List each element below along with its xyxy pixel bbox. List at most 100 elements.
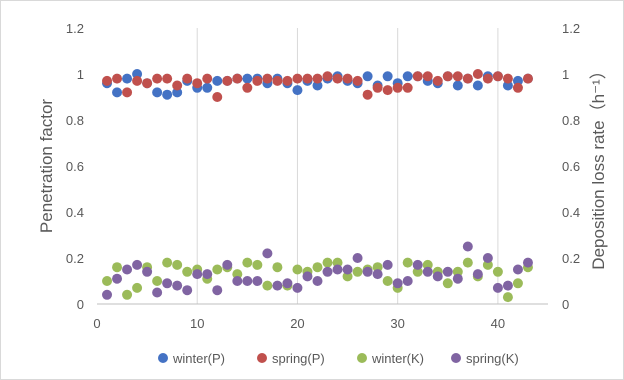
point-winter-p [502, 80, 513, 91]
point-spring-p [332, 73, 343, 84]
point-winter-p [172, 87, 183, 98]
point-winter-k [122, 289, 133, 300]
point-spring-p [322, 71, 333, 82]
point-winter-k [422, 259, 433, 270]
point-spring-p [392, 82, 403, 93]
point-spring-p [122, 87, 133, 98]
point-spring-k [282, 278, 293, 289]
point-winter-p [152, 87, 163, 98]
point-winter-k [212, 264, 223, 275]
y-tick-label: 0.2 [66, 251, 84, 266]
point-spring-k [252, 276, 263, 286]
point-spring-k [122, 264, 133, 275]
point-spring-p [282, 75, 293, 86]
y2-tick-label: 0.2 [562, 251, 580, 266]
y-tick-label: 0 [77, 297, 84, 312]
point-winter-k [412, 266, 423, 277]
y2-tick-label: 1 [562, 67, 569, 82]
point-winter-p [242, 73, 253, 84]
point-spring-p [162, 73, 173, 84]
point-spring-p [302, 73, 313, 84]
point-winter-p [472, 80, 483, 91]
point-spring-k [362, 266, 373, 277]
point-winter-k [342, 271, 353, 282]
point-spring-k [452, 273, 463, 284]
point-spring-k [352, 253, 363, 263]
x-tick-label: 0 [93, 316, 100, 331]
point-winter-k [322, 257, 333, 268]
point-spring-k [192, 269, 203, 280]
point-winter-k [312, 262, 323, 273]
point-spring-p [382, 85, 393, 96]
point-winter-k [462, 257, 473, 268]
point-spring-k [132, 259, 143, 270]
point-winter-k [382, 276, 393, 286]
y-tick-label: 1.2 [66, 21, 84, 36]
point-spring-p [142, 78, 153, 89]
point-spring-k [182, 285, 193, 296]
point-spring-p [502, 73, 513, 84]
x-tick-label: 30 [390, 316, 404, 331]
point-winter-p [382, 71, 393, 82]
point-spring-p [222, 75, 233, 86]
point-spring-k [462, 241, 473, 252]
point-spring-k [142, 266, 153, 277]
point-spring-k [112, 273, 123, 284]
point-spring-p [522, 73, 533, 84]
point-spring-k [502, 280, 513, 291]
y-tick-label: 0.6 [66, 159, 84, 174]
point-spring-k [472, 269, 483, 280]
point-winter-p [122, 73, 133, 84]
point-winter-k [482, 259, 493, 270]
point-spring-k [292, 282, 303, 293]
point-winter-p [402, 71, 413, 82]
point-spring-k [492, 282, 503, 293]
point-winter-k [502, 292, 513, 303]
y2-tick-label: 1.2 [562, 21, 580, 36]
point-winter-p [362, 71, 373, 82]
point-winter-k [242, 257, 253, 268]
point-spring-p [452, 71, 463, 82]
point-spring-p [362, 89, 373, 100]
point-winter-p [162, 89, 173, 100]
point-winter-k [452, 266, 463, 277]
point-spring-p [192, 78, 203, 89]
point-spring-k [422, 266, 433, 277]
point-spring-k [172, 280, 183, 291]
point-winter-k [352, 266, 363, 277]
point-winter-k [232, 269, 243, 280]
point-spring-k [372, 269, 383, 280]
legend: winter(P) spring(P) winter(K) spring(K) [158, 351, 519, 366]
point-winter-k [492, 266, 503, 277]
y2-axis-title: Deposition loss rate（h⁻¹） [589, 62, 608, 269]
point-winter-p [212, 75, 223, 86]
point-winter-k [512, 278, 523, 289]
legend-label: spring(P) [272, 351, 325, 366]
point-spring-k [212, 285, 223, 296]
x-axis-ticks: 0 10 20 30 40 [93, 316, 505, 331]
y2-tick-label: 0.6 [562, 159, 580, 174]
legend-marker [357, 353, 367, 363]
legend-label: spring(K) [466, 351, 519, 366]
point-spring-p [112, 73, 123, 84]
point-winter-k [252, 259, 263, 270]
point-spring-p [512, 82, 523, 93]
point-winter-p [452, 80, 463, 91]
y-axis-ticks: 0 0.2 0.4 0.6 0.8 1 1.2 [66, 21, 84, 312]
point-spring-p [402, 82, 413, 93]
point-spring-k [522, 257, 533, 268]
y2-tick-label: 0 [562, 297, 569, 312]
point-spring-k [412, 259, 423, 270]
grid-lines [196, 28, 499, 304]
data-points [102, 69, 533, 303]
y-tick-label: 0.4 [66, 205, 84, 220]
legend-marker [257, 353, 267, 363]
point-spring-p [242, 82, 253, 93]
point-spring-k [432, 271, 443, 282]
point-winter-k [152, 276, 163, 286]
point-winter-k [332, 257, 343, 268]
legend-marker [451, 353, 461, 363]
point-spring-k [272, 280, 283, 291]
